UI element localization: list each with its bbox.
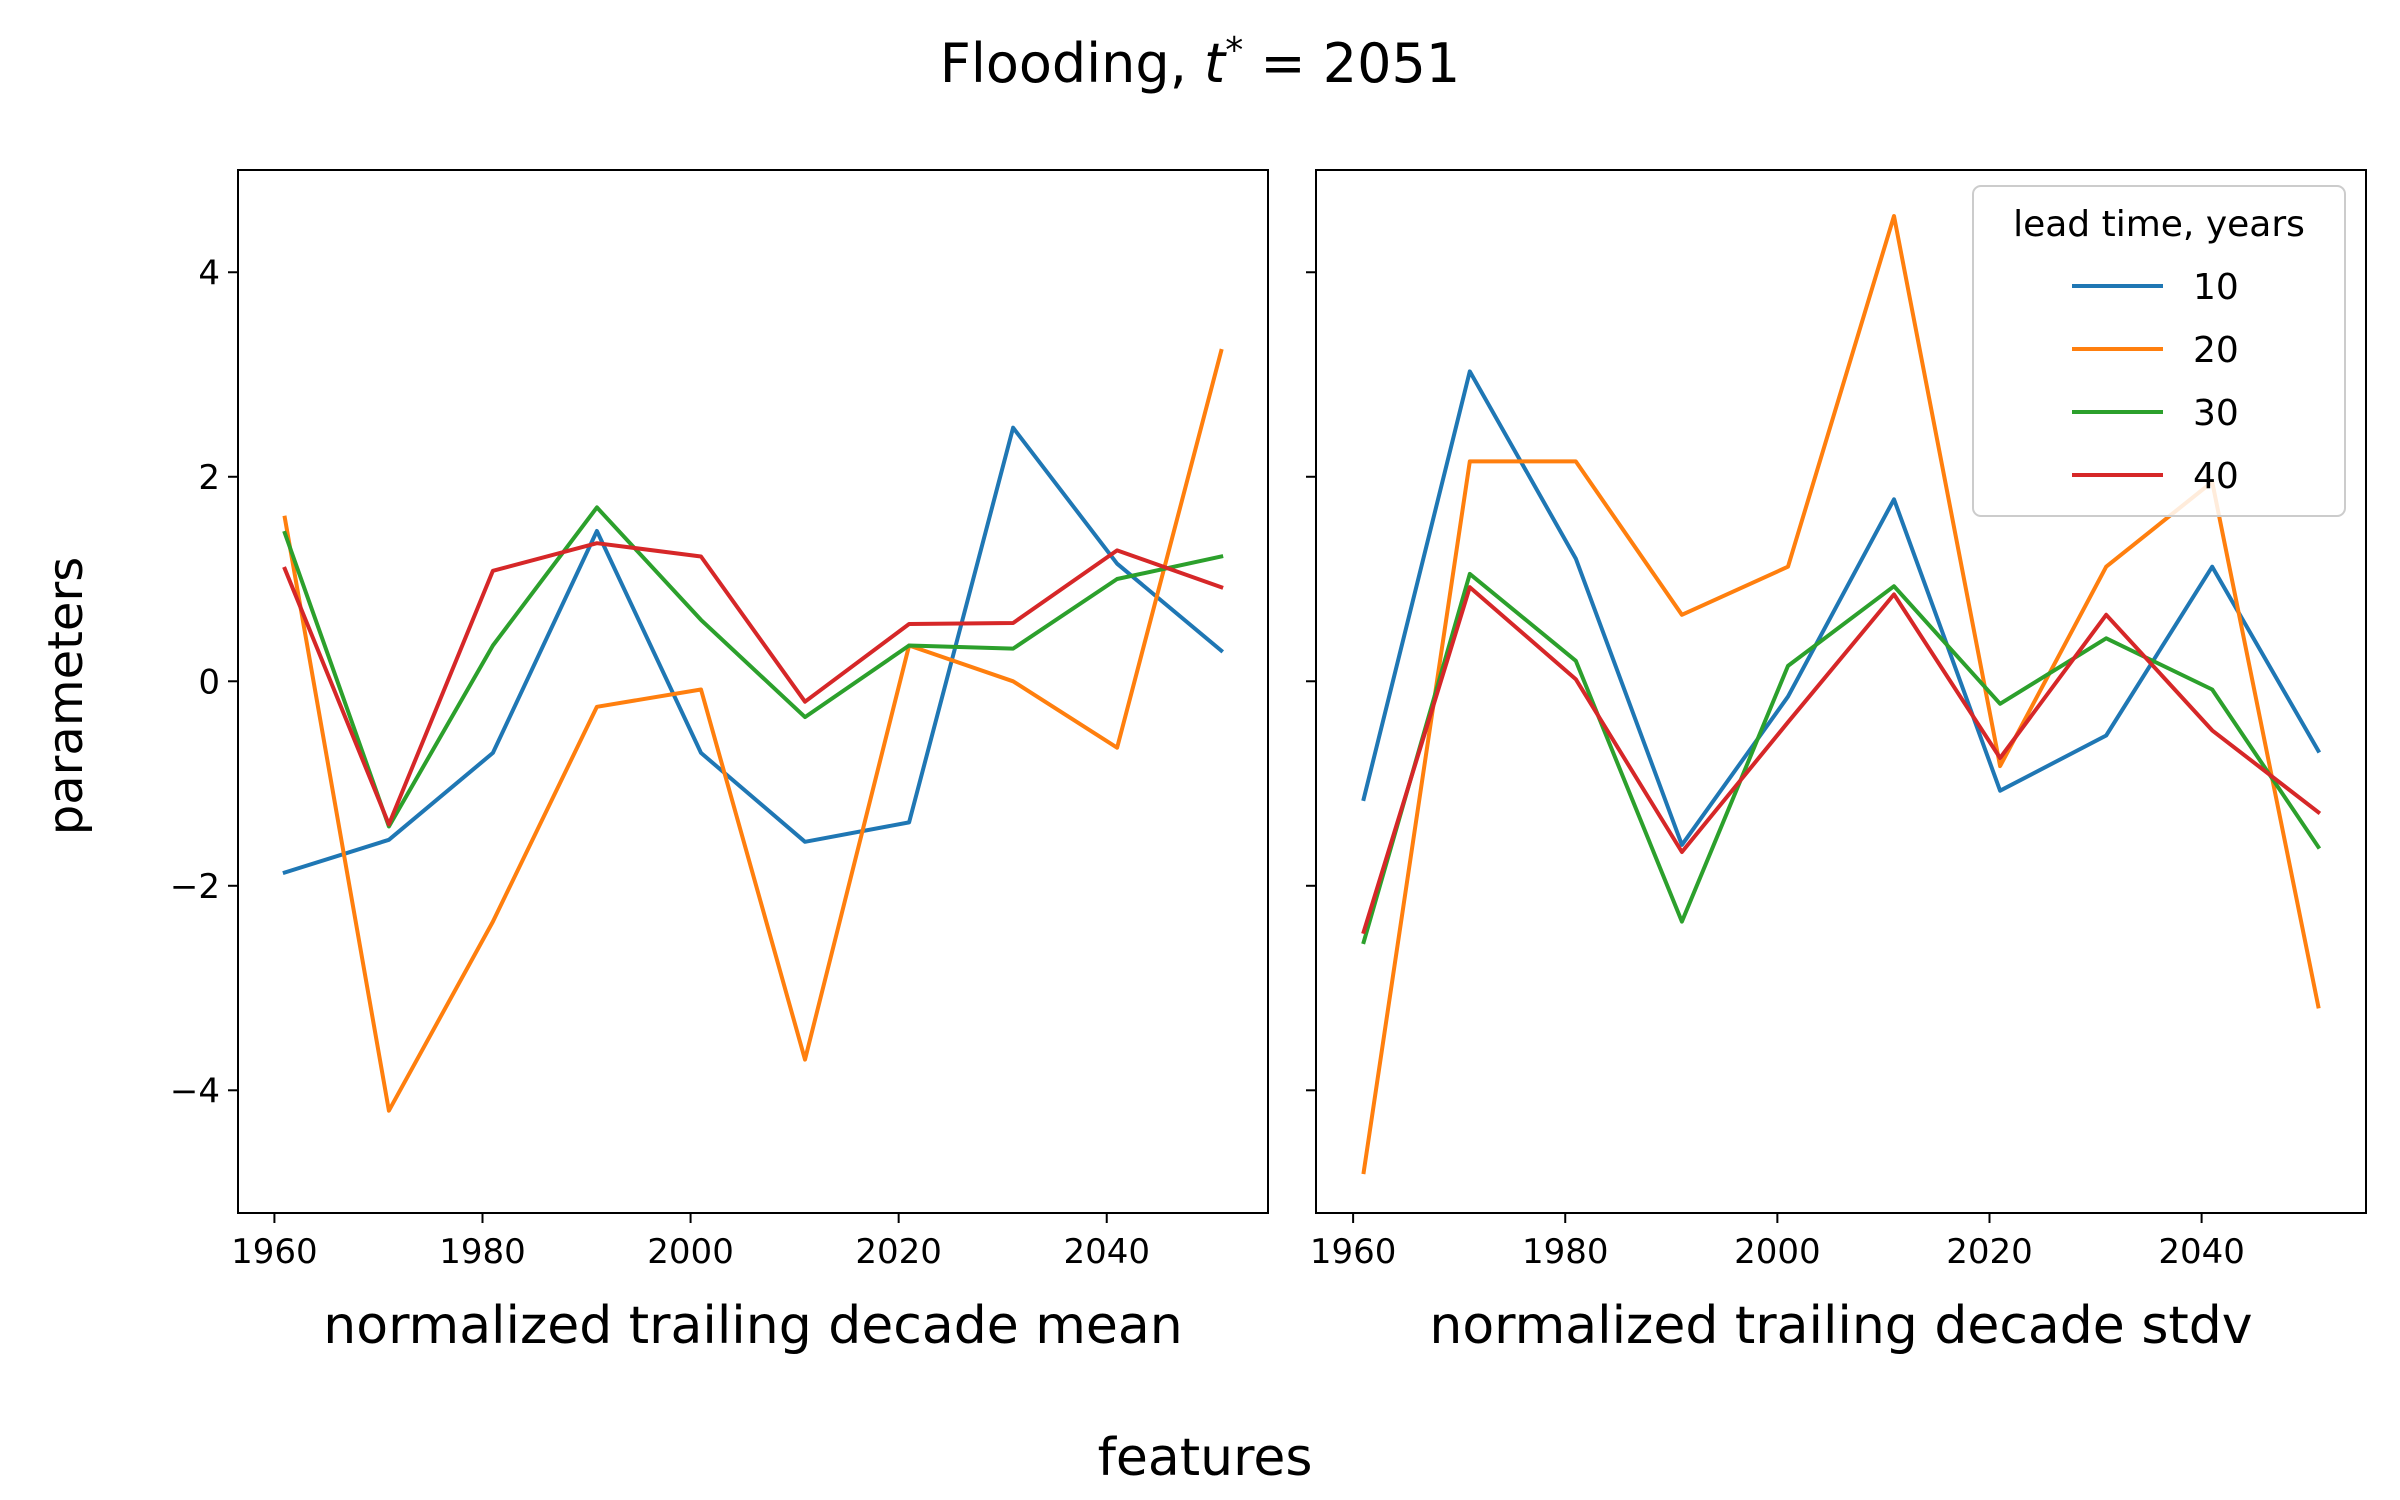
x-tick-label: 1980 <box>439 1232 526 1272</box>
y-tick-label: −4 <box>170 1071 220 1111</box>
x-tick-label: 2020 <box>855 1232 942 1272</box>
x-tick-label: 2000 <box>1734 1232 1821 1272</box>
legend-label-20: 20 <box>2193 330 2239 371</box>
y-tick-label: 4 <box>198 253 220 293</box>
x-tick-label: 2040 <box>2158 1232 2245 1272</box>
series-line-30 <box>1361 571 2322 945</box>
x-axis-label: normalized trailing decade stdv <box>1429 1296 2252 1356</box>
x-axis-label: normalized trailing decade mean <box>323 1296 1182 1356</box>
series-line-20 <box>1361 214 2321 1175</box>
legend-title: lead time, years <box>2013 204 2305 245</box>
y-tick-label: 0 <box>198 662 220 702</box>
x-tick-label: 1960 <box>231 1232 318 1272</box>
legend-label-10: 10 <box>2193 267 2239 308</box>
x-tick-label: 2020 <box>1946 1232 2033 1272</box>
figure-title: Flooding, t* = 2051 <box>940 30 1460 95</box>
x-tick-label: 2040 <box>1063 1232 1150 1272</box>
series-line-30 <box>282 505 1224 829</box>
x-tick-label: 2000 <box>647 1232 734 1272</box>
axes-frame <box>1315 169 2367 1214</box>
series-line-40 <box>282 541 1224 827</box>
series-line-20 <box>282 348 1224 1113</box>
legend-label-30: 30 <box>2193 393 2239 434</box>
y-tick-label: −2 <box>170 867 220 907</box>
y-tick-label: 2 <box>198 458 220 498</box>
axes-frame <box>237 169 1269 1214</box>
y-axis-label: parameters <box>38 557 94 835</box>
legend: lead time, years 10 20 30 40 <box>1972 185 2346 517</box>
x-tick-label: 1960 <box>1310 1232 1397 1272</box>
x-tick-label: 1980 <box>1522 1232 1609 1272</box>
figure-x-label: features <box>1098 1428 1313 1488</box>
series-line-10 <box>1361 369 2322 847</box>
left-panel: 1960 1980 2000 2020 2040 −4 −2 0 2 4 normalized tr… <box>170 169 1269 1356</box>
series-line-10 <box>282 425 1225 876</box>
series-line-40 <box>1361 585 2322 935</box>
legend-label-40: 40 <box>2193 456 2239 497</box>
